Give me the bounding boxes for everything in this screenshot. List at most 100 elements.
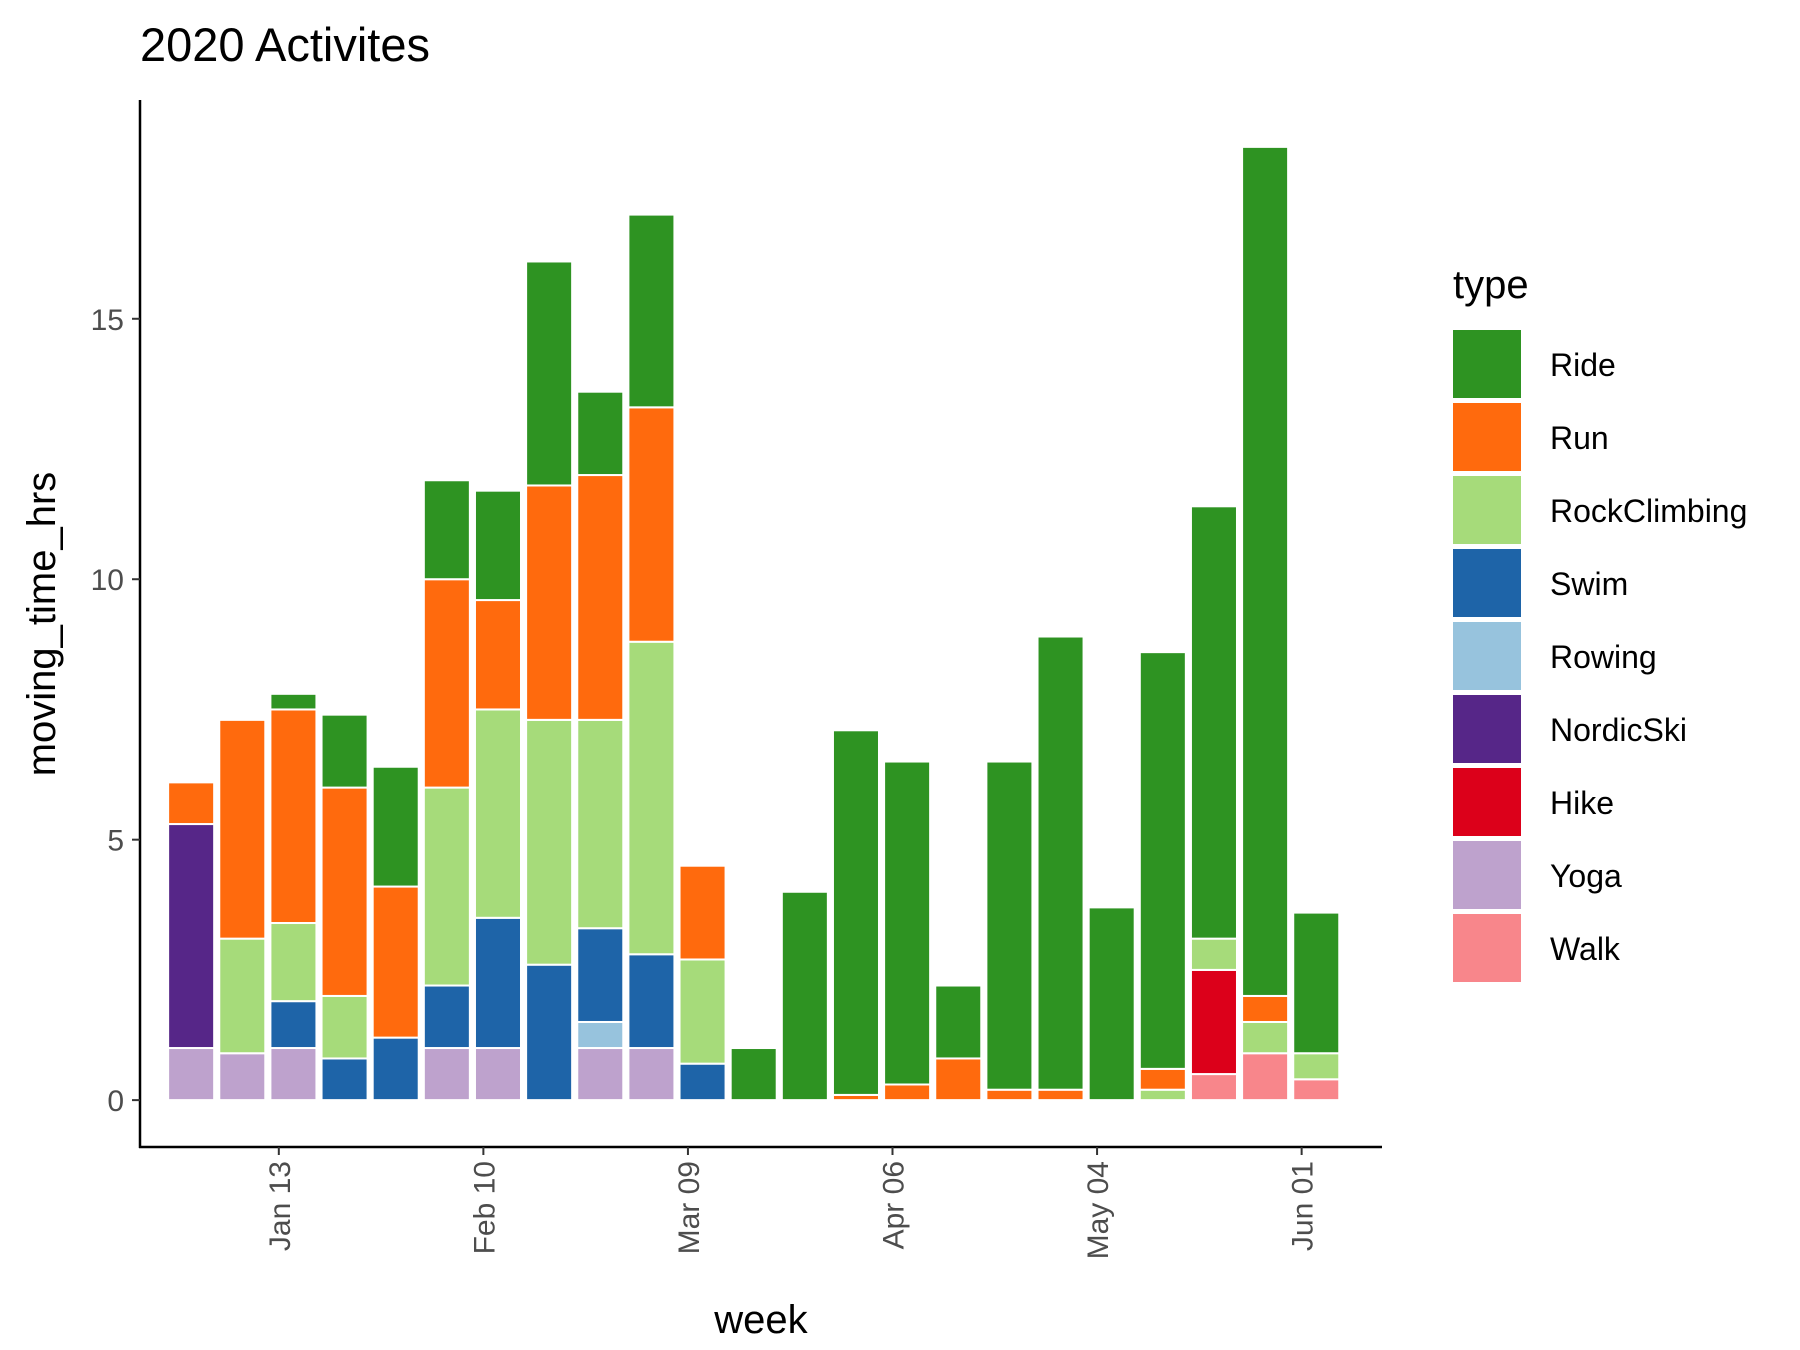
bar-segment-run-6 [473, 599, 523, 711]
bar-segment-ride-14 [883, 760, 932, 1086]
legend-label-rowing: Rowing [1550, 639, 1657, 675]
bar-segment-ride-2 [269, 692, 318, 711]
x-tick-label-4: May 04 [1082, 1161, 1115, 1259]
bar-segment-run-4 [371, 885, 420, 1039]
bar-segment-swim-10 [678, 1062, 727, 1102]
legend-group: Ride Run RockClimbing Swim Rowing NordicSki Hi… [1453, 330, 1747, 982]
bar-segment-ride-12 [780, 890, 829, 1102]
bar-segment-rockclimbing-22 [1292, 1052, 1341, 1081]
y-tick-label-10: 10 [91, 564, 124, 597]
bar-segment-yoga-0 [167, 1047, 216, 1102]
legend-label-ride: Ride [1550, 347, 1616, 383]
bar-segment-swim-3 [320, 1057, 369, 1102]
legend-swatch-yoga [1453, 841, 1521, 909]
bar-segment-rockclimbing-21 [1241, 1020, 1290, 1055]
bar-segment-swim-2 [269, 1000, 318, 1050]
bar-segment-rockclimbing-8 [576, 718, 625, 930]
legend-swatch-rowing [1453, 622, 1521, 690]
bar-segment-rockclimbing-7 [525, 718, 574, 966]
bar-segment-swim-8 [576, 927, 625, 1023]
bar-segment-rockclimbing-20 [1189, 937, 1238, 971]
bar-segment-run-5 [422, 578, 471, 789]
bar-segment-rockclimbing-10 [678, 958, 727, 1065]
bar-segment-ride-15 [934, 984, 983, 1060]
x-tick-label-2: Mar 09 [673, 1161, 706, 1254]
bar-segment-walk-21 [1241, 1052, 1290, 1102]
bar-segment-run-2 [269, 708, 318, 925]
legend-label-run: Run [1550, 420, 1609, 456]
bar-segment-run-19 [1138, 1067, 1187, 1091]
bar-segment-walk-20 [1189, 1073, 1238, 1102]
bar-segment-yoga-9 [627, 1047, 676, 1102]
y-tick-label-5: 5 [107, 825, 124, 858]
y-tick-label-0: 0 [107, 1085, 124, 1118]
bar-segment-nordicski-0 [167, 823, 216, 1050]
bar-segment-yoga-6 [473, 1047, 523, 1102]
legend-title: type [1453, 263, 1529, 307]
bar-segment-ride-13 [831, 729, 880, 1096]
y-tick-label-15: 15 [91, 304, 124, 337]
bar-segment-yoga-2 [269, 1047, 318, 1102]
bar-segment-ride-8 [576, 390, 625, 477]
bar-segment-yoga-5 [422, 1047, 471, 1102]
bar-segment-ride-9 [627, 213, 676, 409]
bar-segment-swim-7 [525, 963, 574, 1102]
legend-swatch-walk [1453, 914, 1521, 982]
legend-label-walk: Walk [1550, 931, 1621, 967]
legend-label-swim: Swim [1550, 566, 1628, 602]
x-tick-label-0: Jan 13 [264, 1161, 297, 1251]
legend-swatch-nordicski [1453, 695, 1521, 763]
bar-segment-yoga-1 [218, 1052, 267, 1102]
bar-segment-rockclimbing-6 [473, 708, 523, 919]
y-ticks-group: 0 5 10 15 [91, 304, 140, 1118]
bar-segment-walk-22 [1292, 1078, 1341, 1102]
bar-segment-rockclimbing-1 [218, 937, 267, 1055]
x-ticks-group: Jan 13 Feb 10 Mar 09 Apr 06 May 04 Jun 01 [264, 1147, 1320, 1259]
bar-segment-run-8 [576, 474, 625, 721]
bar-segment-ride-18 [1087, 906, 1136, 1102]
bar-segment-run-15 [934, 1057, 983, 1102]
legend-swatch-swim [1453, 549, 1521, 617]
legend-swatch-hike [1453, 768, 1521, 836]
bar-segment-run-10 [678, 864, 727, 961]
bar-segment-swim-4 [371, 1036, 420, 1102]
x-tick-label-5: Jun 01 [1287, 1161, 1320, 1251]
bar-segment-rockclimbing-19 [1138, 1088, 1187, 1102]
legend-label-nordicski: NordicSki [1550, 712, 1687, 748]
bar-segment-ride-5 [422, 479, 471, 581]
bar-segment-yoga-8 [576, 1047, 625, 1102]
bar-segment-rockclimbing-9 [627, 640, 676, 956]
bar-segment-ride-11 [729, 1047, 778, 1102]
x-axis-title: week [713, 1298, 808, 1342]
bar-segment-run-16 [985, 1088, 1034, 1102]
bar-segment-run-21 [1241, 994, 1290, 1023]
bar-segment-run-14 [883, 1083, 932, 1102]
bar-segment-rockclimbing-5 [422, 786, 471, 987]
x-tick-label-1: Feb 10 [468, 1161, 501, 1254]
bar-segment-ride-7 [525, 260, 574, 487]
bar-segment-ride-17 [1036, 635, 1085, 1091]
bar-segment-run-3 [320, 786, 369, 997]
chart-title: 2020 Activites [140, 18, 430, 71]
bar-segment-swim-9 [627, 953, 676, 1050]
bar-segment-ride-16 [985, 760, 1034, 1091]
bar-segment-rockclimbing-2 [269, 922, 318, 1003]
bar-segment-ride-4 [371, 765, 420, 888]
bar-segment-hike-20 [1189, 968, 1238, 1076]
bar-segment-run-9 [627, 406, 676, 643]
legend-label-hike: Hike [1550, 785, 1614, 821]
legend-swatch-ride [1453, 330, 1521, 398]
y-axis-title: moving_time_hrs [20, 472, 64, 777]
bar-segment-run-0 [167, 781, 216, 826]
bar-segment-ride-6 [473, 489, 523, 602]
bar-segment-ride-19 [1138, 651, 1187, 1070]
legend-swatch-rockclimbing [1453, 476, 1521, 544]
bar-segment-run-17 [1036, 1088, 1085, 1102]
x-tick-label-3: Apr 06 [878, 1161, 911, 1249]
bar-segment-rowing-8 [576, 1020, 625, 1050]
bar-segment-ride-21 [1241, 145, 1290, 997]
legend-label-rockclimbing: RockClimbing [1550, 493, 1747, 529]
bar-segment-swim-5 [422, 984, 471, 1050]
bar-segment-run-7 [525, 484, 574, 721]
